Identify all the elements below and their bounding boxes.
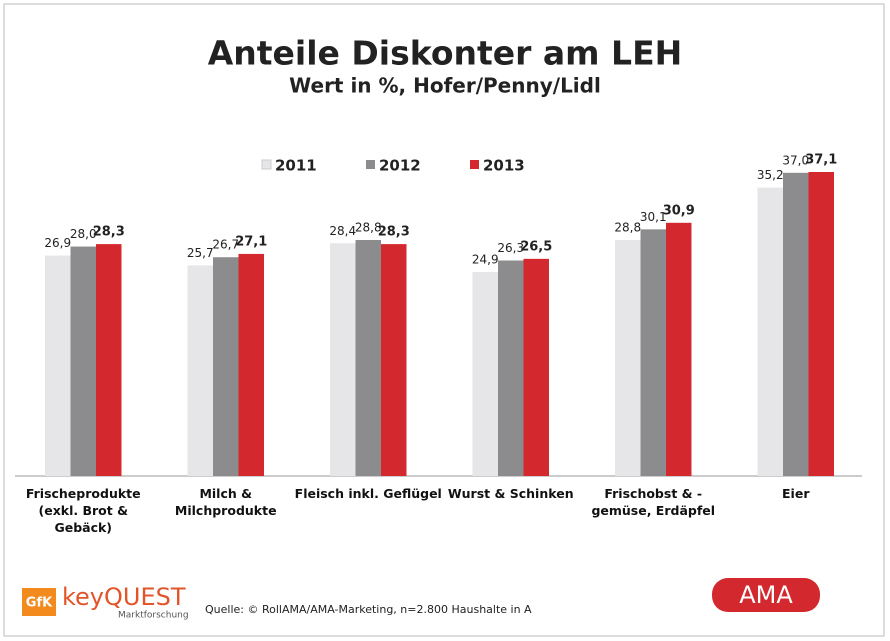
value-label: 37,0 [782, 153, 809, 167]
bar [783, 172, 809, 477]
value-label: 26,3 [497, 241, 524, 255]
legend-label: 2011 [275, 157, 317, 175]
bar [70, 246, 96, 476]
value-label: 28,3 [93, 225, 125, 240]
value-label: 27,1 [235, 234, 267, 249]
x-tick-label: Fleisch inkl. Geflügel [294, 486, 442, 501]
x-tick-label: Wurst & Schinken [447, 486, 574, 501]
bar [213, 257, 239, 476]
source: Quelle: © RollAMA/AMA-Marketing, n=2.800… [205, 603, 532, 616]
value-label: 28,8 [355, 221, 382, 235]
frame [3, 3, 885, 637]
ama-text: AMA [739, 581, 793, 609]
value-label: 35,2 [757, 168, 784, 182]
value-label: 24,9 [472, 252, 499, 266]
bar [498, 260, 524, 476]
keyquest: keyQUEST [62, 583, 186, 611]
value-label: 28,3 [378, 225, 410, 240]
bar [238, 253, 264, 476]
bar [808, 172, 834, 476]
legend-swatch [261, 159, 272, 170]
value-label: 26,9 [44, 236, 71, 250]
x-tick-label: Milch & Milchprodukte [174, 486, 277, 518]
bar [355, 240, 381, 476]
keyquest-tagline: Marktforschung [118, 611, 189, 621]
value-label: 30,1 [640, 210, 667, 224]
x-tick-label: Frischobst & - gemüse, Erdäpfel [591, 486, 716, 518]
bar [757, 187, 783, 476]
chart-title: Anteile Diskonter am LEH [208, 34, 683, 73]
gfk-badge [22, 588, 56, 616]
value-label: 25,7 [187, 246, 214, 260]
value-label: 26,5 [520, 239, 552, 254]
value-label: 28,8 [614, 221, 641, 235]
bar [96, 244, 122, 476]
value-label: 28,4 [329, 224, 356, 238]
value-label: 30,9 [663, 203, 695, 218]
value-label: 26,7 [212, 238, 239, 252]
bar [472, 271, 498, 476]
bar [523, 258, 549, 476]
bar [381, 244, 407, 476]
chart-subtitle: Wert in %, Hofer/Penny/Lidl [289, 74, 601, 98]
bar [640, 229, 666, 476]
legend-swatch [366, 160, 375, 169]
gfk-text: GfK [26, 596, 53, 611]
x-tick-label: Eier [782, 486, 810, 501]
value-label: 37,1 [805, 153, 837, 168]
legend-swatch [470, 160, 479, 169]
bar [615, 240, 641, 476]
legend-label: 2012 [379, 157, 421, 175]
bar [330, 243, 356, 476]
value-label: 28,0 [70, 227, 97, 241]
bar [45, 255, 71, 476]
bar [187, 265, 213, 476]
bar [666, 222, 692, 476]
x-tick-label: Frischeprodukte (exkl. Brot & Gebäck) [25, 486, 141, 535]
legend-label: 2013 [483, 157, 525, 175]
ama-logo [712, 578, 820, 612]
